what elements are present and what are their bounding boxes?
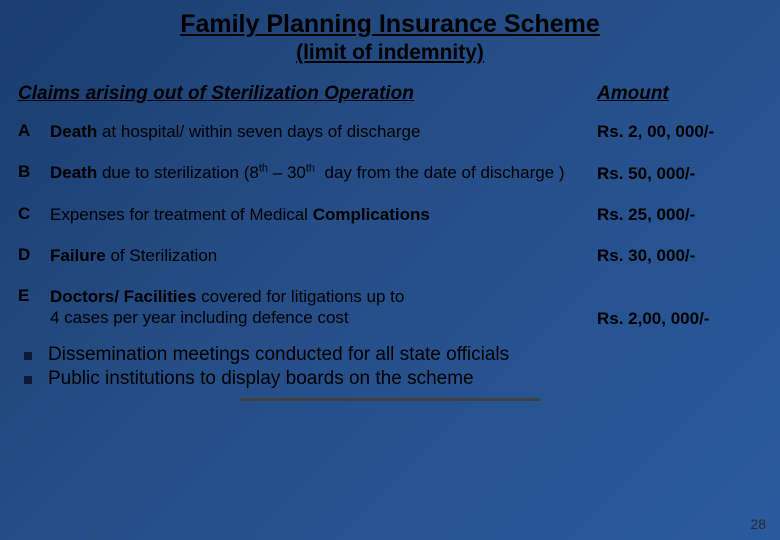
slide-subtitle: (limit of indemnity) bbox=[18, 41, 762, 65]
slide: Family Planning Insurance Scheme (limit … bbox=[0, 0, 780, 540]
table-row: A Death at hospital/ within seven days o… bbox=[18, 121, 762, 142]
row-amount: Rs. 2,00, 000/- bbox=[597, 309, 762, 329]
bullet-text: Public institutions to display boards on… bbox=[48, 367, 762, 392]
row-desc: Failure of Sterilization bbox=[50, 245, 597, 266]
slide-title: Family Planning Insurance Scheme bbox=[18, 10, 762, 39]
row-letter: C bbox=[18, 204, 50, 224]
page-number: 28 bbox=[750, 516, 766, 532]
list-item: Dissemination meetings conducted for all… bbox=[18, 343, 762, 368]
header-amount: Amount bbox=[597, 83, 762, 105]
bullet-list: Dissemination meetings conducted for all… bbox=[18, 343, 762, 392]
row-desc: Death due to sterilization (8th – 30th d… bbox=[50, 162, 597, 183]
row-amount: Rs. 25, 000/- bbox=[597, 205, 762, 225]
row-letter: B bbox=[18, 162, 50, 182]
row-letter: A bbox=[18, 121, 50, 141]
row-amount: Rs. 50, 000/- bbox=[597, 164, 762, 184]
row-amount: Rs. 2, 00, 000/- bbox=[597, 122, 762, 142]
divider bbox=[240, 398, 540, 401]
list-item: Public institutions to display boards on… bbox=[18, 367, 762, 392]
column-headers: Claims arising out of Sterilization Oper… bbox=[18, 83, 762, 105]
table-row: E Doctors/ Facilities covered for litiga… bbox=[18, 286, 762, 329]
row-letter: D bbox=[18, 245, 50, 265]
table-row: D Failure of Sterilization Rs. 30, 000/- bbox=[18, 245, 762, 266]
header-claims: Claims arising out of Sterilization Oper… bbox=[18, 83, 597, 105]
row-desc: Death at hospital/ within seven days of … bbox=[50, 121, 597, 142]
bullet-icon bbox=[24, 352, 32, 360]
bullet-text: Dissemination meetings conducted for all… bbox=[48, 343, 762, 368]
row-desc: Expenses for treatment of Medical Compli… bbox=[50, 204, 597, 225]
row-amount: Rs. 30, 000/- bbox=[597, 246, 762, 266]
row-letter: E bbox=[18, 286, 50, 306]
bullet-icon bbox=[24, 376, 32, 384]
table-row: C Expenses for treatment of Medical Comp… bbox=[18, 204, 762, 225]
row-desc: Doctors/ Facilities covered for litigati… bbox=[50, 286, 597, 329]
table-row: B Death due to sterilization (8th – 30th… bbox=[18, 162, 762, 183]
